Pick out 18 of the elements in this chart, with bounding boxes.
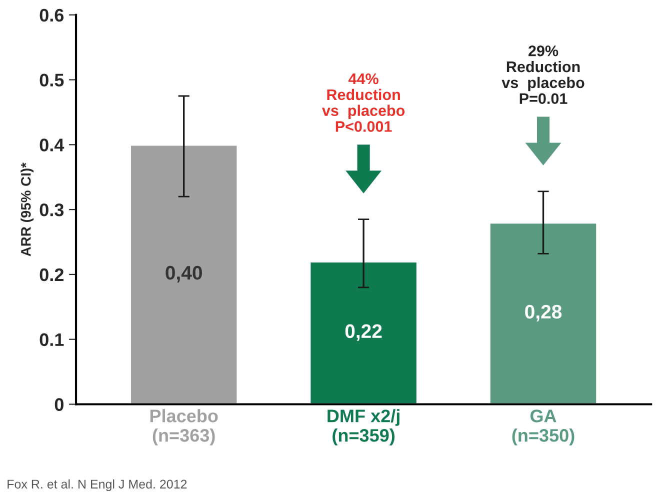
- y-tick-label: 0.6: [40, 8, 64, 22]
- y-tick-label: 0.1: [40, 333, 64, 346]
- x-tick-label: Placebo (n=363): [150, 409, 218, 446]
- y-tick-label: 0.5: [40, 74, 64, 86]
- x-tick-label: GA (n=350): [512, 410, 574, 446]
- y-tick-label: 0.4: [40, 138, 64, 152]
- y-tick-label: 0: [54, 398, 64, 411]
- annotation: 44% Reduction vs placebo P<0.001: [322, 73, 405, 132]
- text: Fox R. et al. N Engl J Med. 2012: [8, 479, 187, 492]
- y-axis-title: ARR (95% CI)*: [20, 162, 34, 256]
- data-label: 0,28: [525, 304, 562, 322]
- x-tick-label: DMF x2/j (n=359): [328, 409, 400, 446]
- y-tick-label: 0.3: [40, 203, 64, 216]
- y-tick-label: 0.2: [40, 268, 64, 282]
- data-label: 0,40: [166, 266, 202, 282]
- annotation: 29% Reduction vs placebo P=0.01: [502, 45, 584, 104]
- bar: [128, 144, 239, 404]
- data-label: 0,22: [345, 324, 382, 341]
